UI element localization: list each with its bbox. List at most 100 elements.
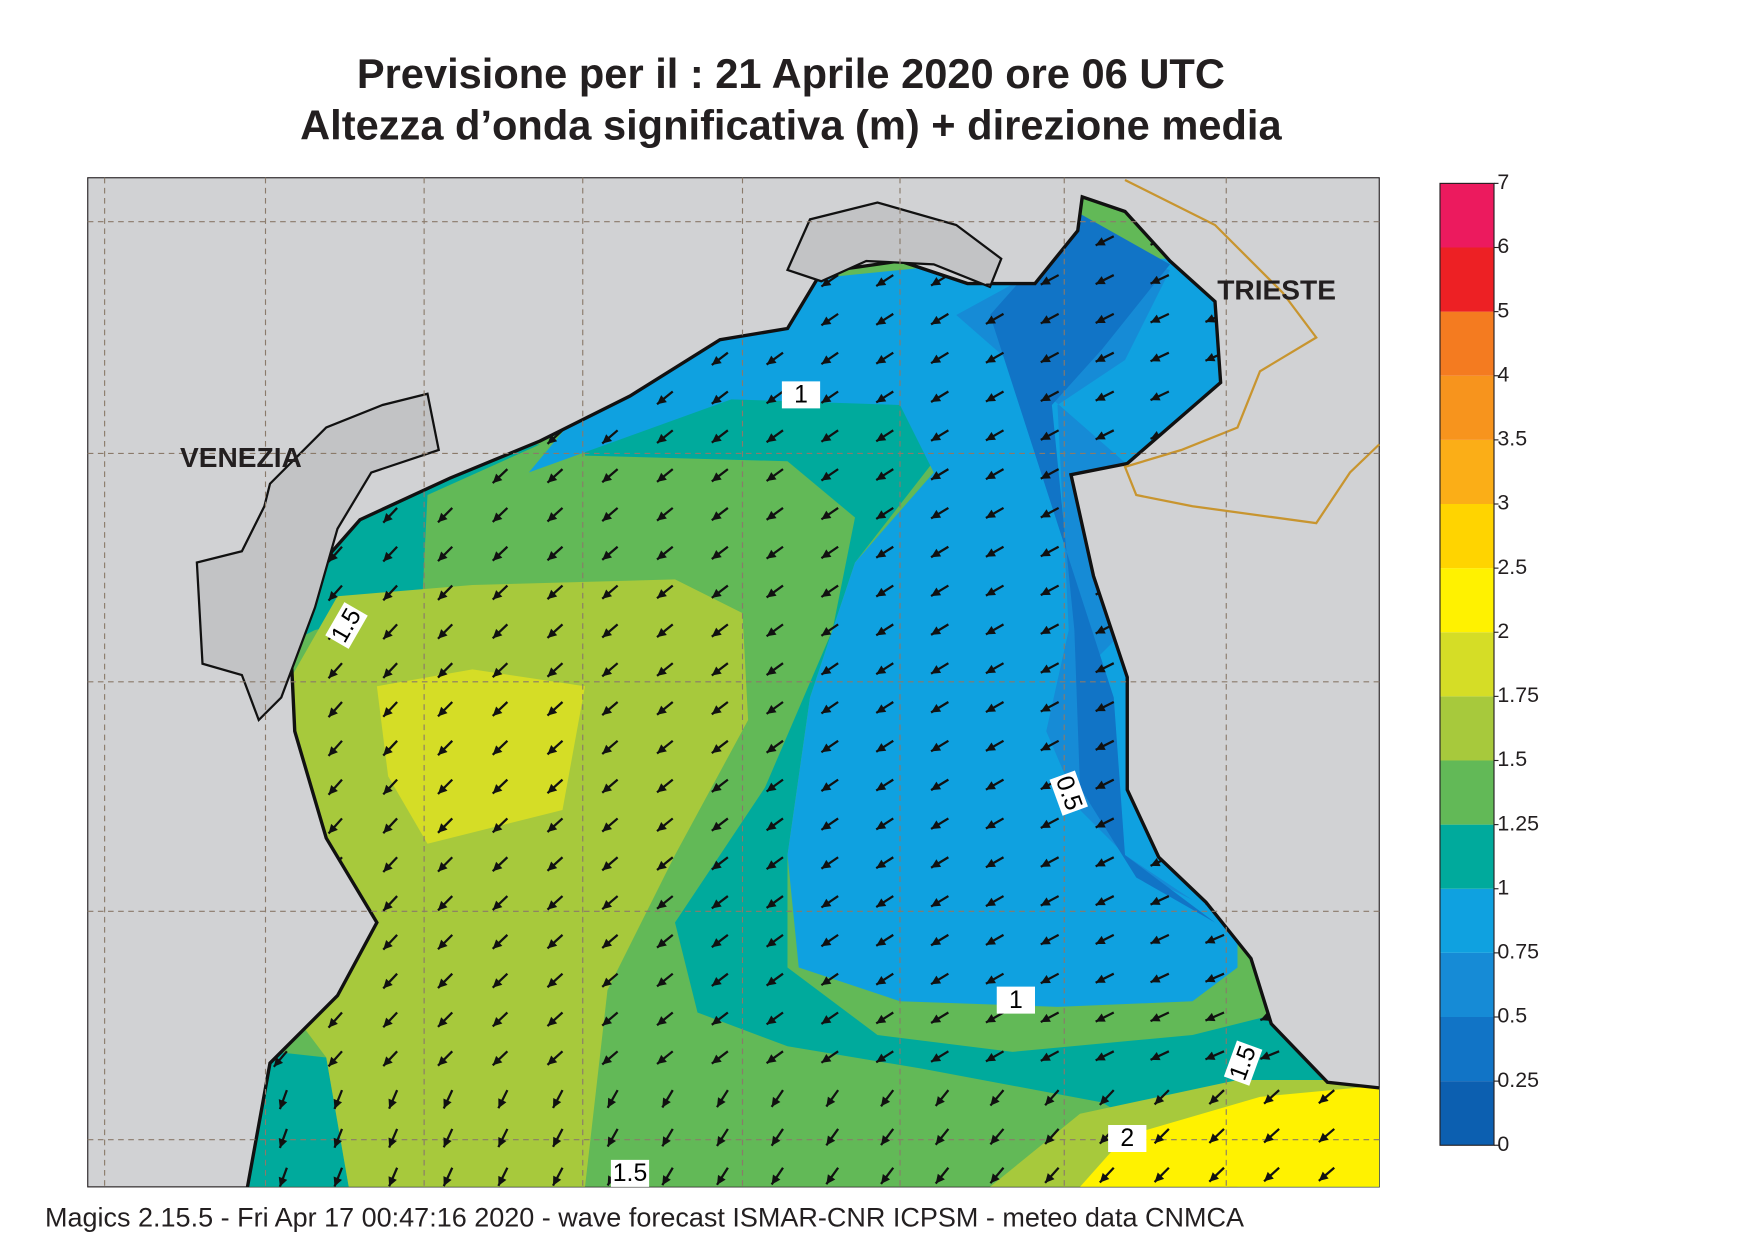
arrow-head — [443, 1098, 452, 1109]
arrow-head — [1264, 1171, 1274, 1182]
arrow-head — [821, 316, 832, 326]
arrow-head — [1154, 1094, 1165, 1105]
arrow-head — [553, 1175, 562, 1186]
arrow-head — [492, 822, 503, 833]
arrow-head — [821, 743, 832, 753]
arrow-head — [657, 589, 667, 599]
arrow-head — [985, 470, 996, 480]
arrow-head — [547, 434, 558, 444]
arrow-head — [602, 744, 613, 754]
arrow-head — [711, 1054, 722, 1064]
arrow-head — [985, 820, 996, 829]
arrow-head — [1205, 353, 1216, 362]
arrow-head — [383, 901, 393, 911]
arrow-head — [278, 1176, 288, 1187]
arrow-head — [1095, 625, 1106, 634]
arrow-head — [766, 627, 777, 637]
arrow-head — [437, 978, 448, 989]
arrow-head — [602, 434, 613, 444]
colorbar-band — [1440, 952, 1494, 1017]
arrow-head — [1040, 548, 1051, 557]
arrow-head — [657, 977, 667, 987]
arrow-head — [657, 860, 667, 870]
arrow-head — [876, 510, 887, 519]
arrow-head — [547, 1055, 558, 1065]
arrow-head — [711, 550, 722, 560]
arrow-head — [1040, 392, 1051, 402]
arrow-head — [1040, 703, 1051, 712]
arrow-head — [437, 551, 448, 562]
arrow-head — [607, 1097, 617, 1108]
colorbar-label: 1.75 — [1497, 683, 1539, 707]
arrow-head — [1040, 780, 1051, 790]
arrow-head — [1205, 974, 1216, 983]
arrow-head — [985, 315, 996, 324]
arrow-head — [657, 395, 667, 405]
arrow-head — [766, 549, 777, 559]
arrow-head — [821, 1015, 832, 1024]
colorbar-band — [1440, 247, 1494, 312]
arrow-head — [1205, 1012, 1216, 1022]
arrow-head — [492, 1017, 503, 1027]
arrow-head — [657, 472, 667, 482]
arrow-head — [1099, 1172, 1110, 1183]
colorbar-band — [1440, 183, 1494, 248]
arrow-head — [826, 1174, 836, 1185]
arrow-head — [492, 590, 503, 600]
arrow-head — [1095, 780, 1106, 789]
arrow-head — [985, 587, 996, 596]
arrow-head — [662, 1097, 671, 1108]
arrow-head — [547, 900, 558, 910]
arrow-head — [766, 510, 777, 520]
colorbar-band — [1440, 1081, 1494, 1146]
arrow-head — [492, 706, 503, 716]
arrow-head — [1264, 1133, 1274, 1143]
arrow-head — [547, 628, 558, 638]
arrow-head — [985, 703, 996, 713]
arrow-head — [821, 782, 832, 792]
arrow-head — [1040, 664, 1051, 673]
wave-zone — [376, 669, 585, 844]
arrow-head — [602, 1055, 613, 1065]
arrow-head — [1099, 1095, 1110, 1105]
contour-label: 1 — [781, 381, 821, 409]
colorbar: 0 0.25 0.5 0.75 1 1.25 1.5 1.75 2 2.5 3 3.5 4 5 6 7 — [1439, 170, 1539, 1156]
arrow-head — [711, 627, 722, 637]
arrow-head — [1040, 858, 1051, 867]
arrow-head — [990, 1173, 1000, 1184]
arrow-head — [1099, 1134, 1110, 1144]
arrow-head — [985, 626, 996, 635]
arrow-head — [931, 742, 942, 752]
arrow-head — [821, 898, 832, 908]
arrow-head — [383, 590, 393, 601]
arrow-head — [1040, 354, 1051, 363]
arrow-head — [876, 316, 887, 325]
arrow-head — [492, 628, 503, 639]
arrow-head — [931, 277, 942, 286]
arrow-head — [657, 744, 667, 754]
arrow-head — [876, 665, 887, 675]
arrow-head — [278, 1137, 288, 1148]
arrow-head — [1205, 314, 1216, 323]
arrow-head — [657, 1016, 667, 1026]
arrow-head — [383, 707, 393, 717]
arrow-head — [716, 1136, 726, 1147]
arrow-head — [931, 393, 942, 403]
arrow-head — [766, 704, 777, 714]
arrow-head — [437, 512, 448, 523]
arrow-head — [657, 899, 667, 909]
arrow-head — [1150, 857, 1161, 867]
arrow-head — [821, 1053, 832, 1063]
arrow-head — [437, 900, 448, 911]
arrow-head — [602, 1016, 613, 1026]
arrow-head — [985, 858, 996, 868]
arrow-head — [657, 938, 667, 948]
arrow-head — [437, 706, 448, 717]
arrow-head — [716, 1097, 726, 1108]
arrow-head — [602, 473, 613, 483]
arrow-head — [876, 355, 887, 364]
arrow-head — [931, 859, 942, 868]
arrow-head — [711, 938, 722, 948]
arrow-head — [657, 822, 667, 832]
contour-value: 1 — [794, 382, 808, 409]
